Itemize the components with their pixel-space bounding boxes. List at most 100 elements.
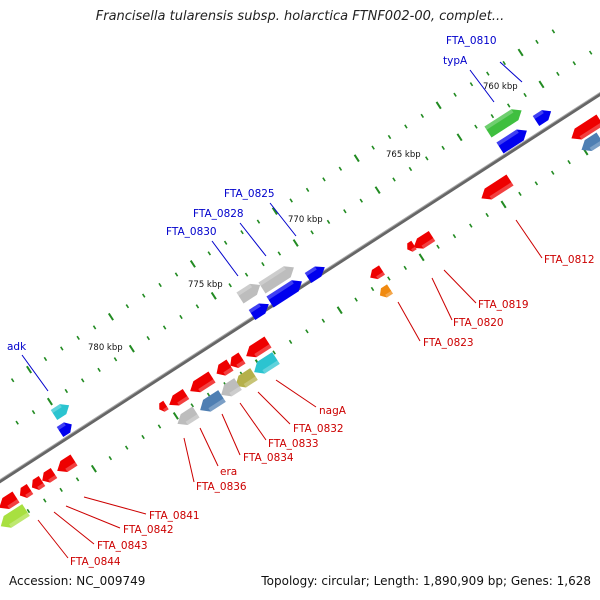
gene-FTA-0841-shape xyxy=(57,454,78,472)
gene-FTA-0810-shine xyxy=(496,129,519,146)
gene-FTA-0833 xyxy=(221,378,242,397)
gene-rev-a-shine xyxy=(254,344,272,358)
tick-mark xyxy=(453,92,457,97)
gene-fwd-blue-c-shine xyxy=(56,422,66,430)
gene-label-FTA_0833[interactable]: FTA_0833 xyxy=(268,438,319,450)
gene-FTA-0812 xyxy=(481,174,514,200)
gene-adk-shape xyxy=(50,404,70,421)
gene-label-FTA_0836[interactable]: FTA_0836 xyxy=(196,481,247,493)
gene-FTA-0832-shine xyxy=(243,376,258,388)
gene-label-FTA_0828[interactable]: FTA_0828 xyxy=(193,208,244,220)
tick-marks xyxy=(8,29,593,526)
tick-mark xyxy=(456,133,463,142)
gene-FTA-0833-shape xyxy=(221,378,242,397)
gene-label-FTA_0819[interactable]: FTA_0819 xyxy=(478,299,529,311)
leader-line xyxy=(515,219,543,259)
gene-label-FTA_0812[interactable]: FTA_0812 xyxy=(544,254,595,266)
gene-FTA-0812-shine xyxy=(489,182,514,200)
tick-mark xyxy=(321,318,326,323)
gene-rev-c-shine xyxy=(223,367,234,376)
gene-label-FTA_0823[interactable]: FTA_0823 xyxy=(423,337,474,349)
gene-FTA-0825-shape xyxy=(266,280,302,308)
tick-mark xyxy=(418,253,425,262)
tick-mark xyxy=(31,409,36,415)
leader-line xyxy=(65,505,121,529)
tick-mark xyxy=(162,325,167,330)
gene-FTA-0842 xyxy=(42,467,58,483)
scale-label: 775 kbp xyxy=(188,280,223,290)
gene-era xyxy=(177,406,200,426)
tick-mark xyxy=(46,397,53,406)
gene-fwd-blue-a xyxy=(248,303,269,321)
gene-rev-lime-shine xyxy=(9,512,30,528)
leader-line xyxy=(183,437,195,483)
gene-label-FTA_0842[interactable]: FTA_0842 xyxy=(123,524,174,536)
gene-rev-b-shine xyxy=(236,360,246,369)
gene-label-FTA_0810[interactable]: FTA_0810 xyxy=(446,35,497,47)
gene-FTA-0832 xyxy=(235,368,258,388)
tick-mark xyxy=(452,234,457,239)
gene-fwd-blue-a-shape xyxy=(248,303,269,321)
tick-mark xyxy=(408,166,413,172)
gene-FTA-0828 xyxy=(258,266,294,294)
tick-mark xyxy=(392,177,396,182)
leader-line xyxy=(431,277,453,321)
tick-mark xyxy=(80,378,85,383)
gene-rev-f-shape xyxy=(159,400,169,412)
gene-nagA xyxy=(254,352,280,374)
gene-FTA-0834 xyxy=(200,390,226,412)
gene-FTA-0823-a xyxy=(370,265,385,280)
tick-mark xyxy=(195,304,200,309)
gene-rev-b-shape xyxy=(230,352,246,369)
tick-mark xyxy=(146,335,151,341)
gene-fwd-small-shape xyxy=(532,110,552,127)
gene-label-typA[interactable]: typA xyxy=(443,55,468,67)
gene-label-FTA_0830[interactable]: FTA_0830 xyxy=(166,226,217,238)
tick-mark xyxy=(485,212,489,218)
tick-mark xyxy=(141,434,145,440)
leader-line xyxy=(221,413,241,456)
gene-label-FTA_0841[interactable]: FTA_0841 xyxy=(149,510,200,522)
tick-mark xyxy=(305,187,310,193)
gene-typA-shine xyxy=(484,109,514,130)
gene-label-FTA_0832[interactable]: FTA_0832 xyxy=(293,423,344,435)
gene-rev-lime xyxy=(0,504,30,528)
gene-FTA-0844 xyxy=(0,491,20,509)
gene-fwd-blue-b-shape xyxy=(304,266,325,284)
gene-label-FTA_0820[interactable]: FTA_0820 xyxy=(453,317,504,329)
gene-FTA-0825-shine xyxy=(266,280,294,300)
gene-features xyxy=(0,109,600,528)
gene-fwd-blue-b-shine xyxy=(304,266,317,276)
gene-era-shape xyxy=(177,406,200,426)
gene-FTA-0841-shine xyxy=(65,462,78,472)
gene-fwd-blue-c-shape xyxy=(56,422,72,438)
gene-rev-a xyxy=(246,336,272,358)
gene-FTA-0842-shine xyxy=(48,475,58,483)
leader-line xyxy=(397,301,421,342)
gene-label-FTA_0825[interactable]: FTA_0825 xyxy=(224,188,275,200)
gene-label-FTA_0843[interactable]: FTA_0843 xyxy=(97,540,148,552)
gene-rev-steel-edge-shape xyxy=(581,132,600,152)
tick-mark xyxy=(436,244,440,249)
gene-rev-e xyxy=(169,388,190,406)
gene-FTA-0830 xyxy=(236,283,261,304)
tick-mark xyxy=(107,312,114,321)
tick-mark xyxy=(500,200,507,209)
gene-label-nagA[interactable]: nagA xyxy=(319,405,347,417)
gene-rev-lime-shape xyxy=(0,504,30,528)
tick-mark xyxy=(370,286,375,292)
leader-line xyxy=(443,269,477,304)
tick-mark xyxy=(189,260,196,268)
gene-label-adk[interactable]: adk xyxy=(7,341,27,353)
gene-label-era[interactable]: era xyxy=(220,466,237,478)
tick-mark xyxy=(244,272,249,277)
tick-mark xyxy=(374,186,381,195)
gene-label-FTA_0844[interactable]: FTA_0844 xyxy=(70,556,121,568)
tick-mark xyxy=(326,219,331,224)
gene-adk xyxy=(50,404,70,421)
gene-adk-shine xyxy=(50,404,62,413)
gene-label-FTA_0834[interactable]: FTA_0834 xyxy=(243,452,294,464)
tick-mark xyxy=(502,60,506,66)
label-leader-lines xyxy=(21,61,543,559)
tick-mark xyxy=(387,134,392,140)
